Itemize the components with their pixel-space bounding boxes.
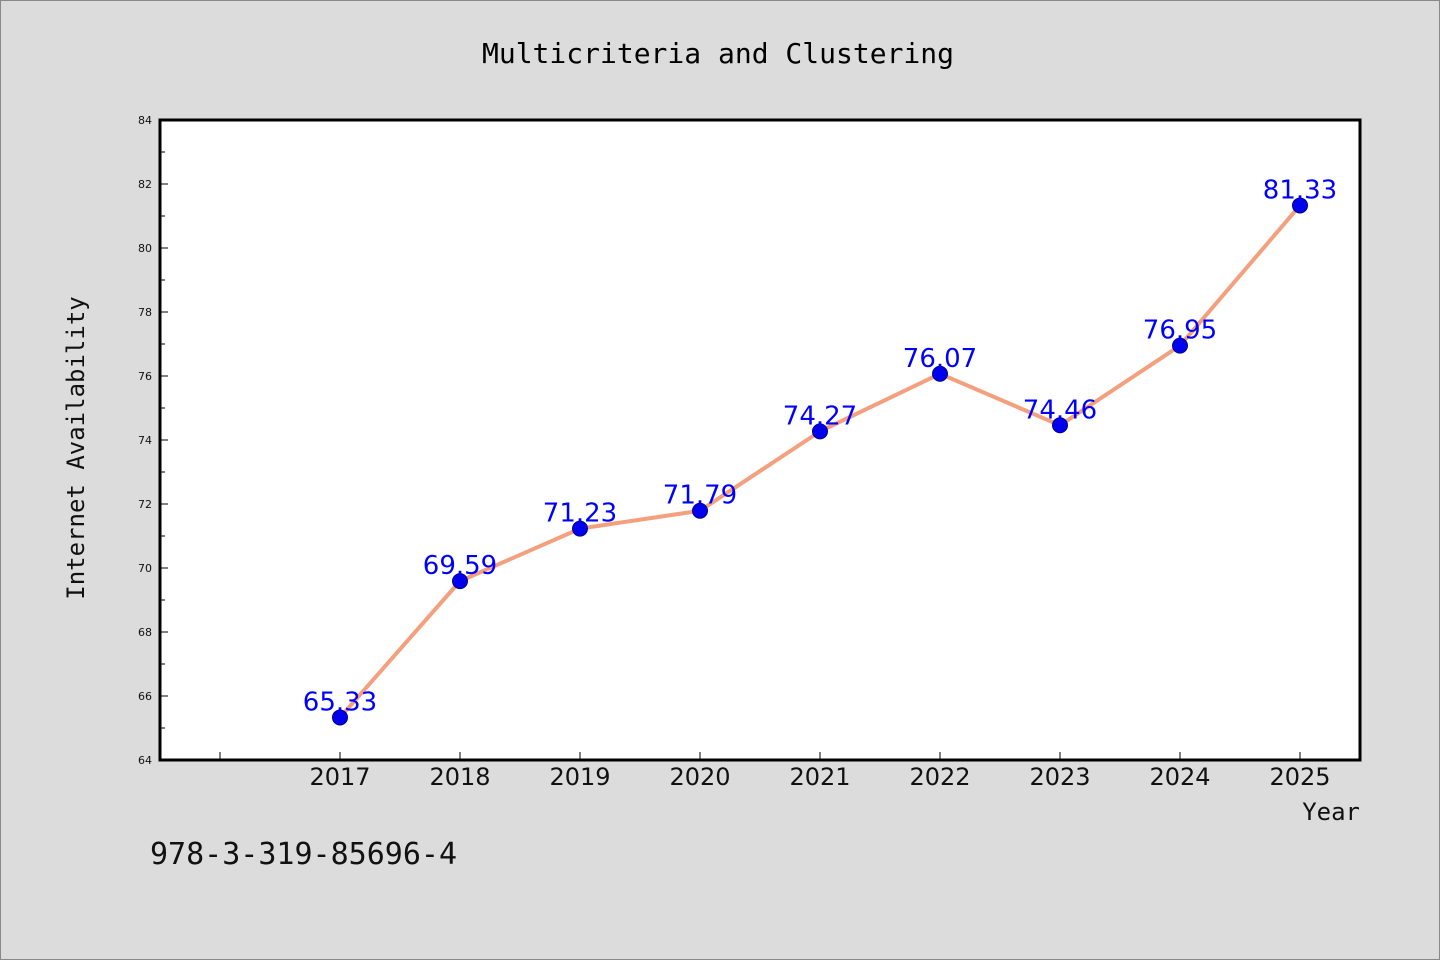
x-tick-label: 2019 (549, 763, 610, 791)
x-tick-label: 2020 (669, 763, 730, 791)
x-tick-label: 2021 (789, 763, 850, 791)
data-point (572, 520, 588, 537)
y-axis-label: Internet Availability (62, 296, 90, 599)
y-tick-label: 64 (138, 754, 152, 767)
data-point (692, 502, 708, 519)
data-point (932, 365, 948, 382)
x-tick-label: 2023 (1029, 763, 1090, 791)
data-label: 71.23 (543, 499, 617, 529)
y-tick-label: 68 (138, 626, 152, 639)
x-tick-label: 2025 (1269, 763, 1330, 791)
x-tick-label: 2017 (309, 763, 370, 791)
footnote-isbn: 978-3-319-85696-4 (150, 837, 457, 872)
chart-title: Multicriteria and Clustering (482, 37, 954, 70)
plot-area (160, 120, 1360, 760)
data-point (1052, 417, 1068, 434)
data-point (332, 709, 348, 726)
data-label: 65.33 (303, 687, 377, 717)
y-tick-label: 66 (138, 690, 152, 703)
data-point (452, 573, 468, 590)
x-tick-label: 2022 (909, 763, 970, 791)
data-point (812, 423, 828, 440)
data-label: 74.27 (783, 401, 857, 431)
y-tick-label: 72 (138, 498, 152, 511)
data-label: 74.46 (1023, 395, 1097, 425)
data-labels: 65.33 69.59 71.23 71.79 74.27 76.07 74.46 76.95… (303, 175, 1337, 717)
x-tick-label: 2024 (1149, 763, 1210, 791)
y-tick-label: 82 (138, 178, 152, 191)
y-tick-label: 84 (138, 114, 152, 127)
y-tick-label: 76 (138, 370, 152, 383)
y-tick-label: 70 (138, 562, 152, 575)
series-group (332, 197, 1308, 726)
x-axis-ticks: 2017 2018 2019 2020 2021 2022 2023 2024 2025 (219, 752, 1331, 791)
data-label: 76.95 (1143, 316, 1217, 346)
y-tick-label: 80 (138, 242, 152, 255)
y-tick-label: 78 (138, 306, 152, 319)
y-tick-label: 74 (138, 434, 152, 447)
x-tick-label: 2018 (429, 763, 490, 791)
data-point (1292, 197, 1308, 214)
data-label: 71.79 (663, 481, 737, 511)
data-point (1172, 337, 1188, 354)
x-axis-label: Year (1302, 798, 1360, 826)
data-label: 69.59 (423, 551, 497, 581)
data-label: 81.33 (1263, 175, 1337, 205)
plot-frame (158, 118, 1362, 762)
data-label: 76.07 (903, 344, 977, 374)
